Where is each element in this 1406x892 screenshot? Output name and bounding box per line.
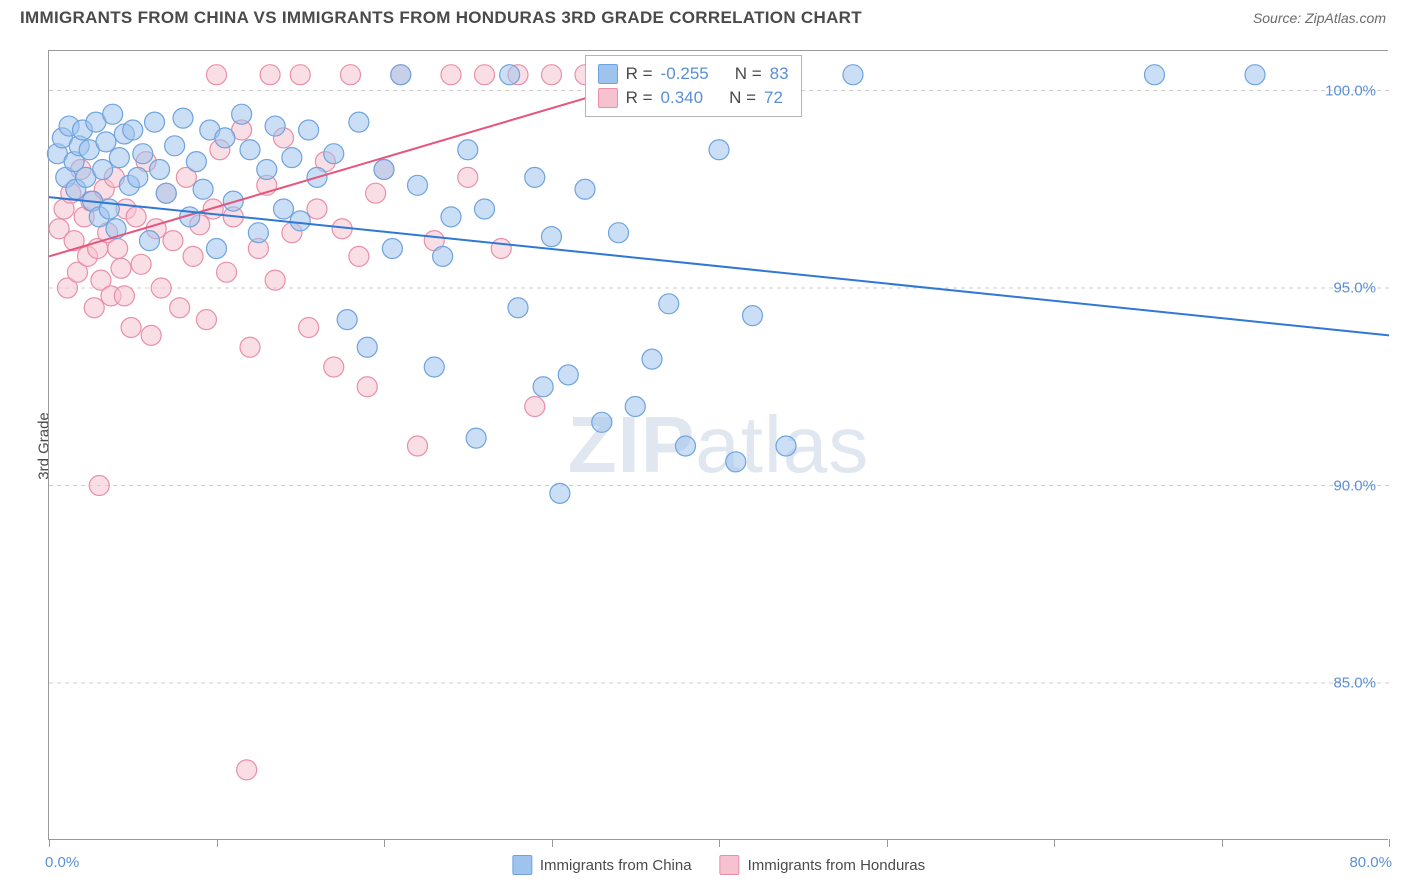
x-tick [1389, 839, 1390, 847]
r-value: -0.255 [661, 64, 709, 84]
n-label: N = [735, 64, 762, 84]
swatch-icon [598, 64, 618, 84]
x-tick [1222, 839, 1223, 847]
y-tick-label: 90.0% [1333, 477, 1376, 494]
y-tick-label: 95.0% [1333, 280, 1376, 297]
swatch-honduras [720, 855, 740, 875]
x-tick [1054, 839, 1055, 847]
legend-item-china: Immigrants from China [512, 855, 692, 875]
legend-label-china: Immigrants from China [540, 857, 692, 874]
y-tick-label: 100.0% [1325, 82, 1376, 99]
x-max-label: 80.0% [1349, 854, 1392, 871]
n-value: 83 [770, 64, 789, 84]
swatch-china [512, 855, 532, 875]
swatch-icon [598, 88, 618, 108]
legend-stat-row: R = -0.255 N = 83 [598, 62, 789, 86]
x-tick [49, 839, 50, 847]
correlation-legend-box: R =-0.255N =83R = 0.340N =72 [585, 55, 802, 117]
legend-item-honduras: Immigrants from Honduras [720, 855, 926, 875]
legend-stat-row: R = 0.340 N = 72 [598, 86, 789, 110]
x-tick [384, 839, 385, 847]
chart-header: IMMIGRANTS FROM CHINA VS IMMIGRANTS FROM… [0, 0, 1406, 32]
r-label: R = [626, 64, 653, 84]
x-min-label: 0.0% [45, 854, 79, 871]
chart-plot-area: ZIPatlas R =-0.255N =83R = 0.340N =72 85… [48, 50, 1388, 840]
x-tick [887, 839, 888, 847]
n-value: 72 [764, 88, 783, 108]
y-tick-label: 85.0% [1333, 675, 1376, 692]
chart-title: IMMIGRANTS FROM CHINA VS IMMIGRANTS FROM… [20, 8, 862, 28]
source-attribution: Source: ZipAtlas.com [1253, 10, 1386, 26]
x-tick [217, 839, 218, 847]
n-label: N = [729, 88, 756, 108]
legend-label-honduras: Immigrants from Honduras [748, 857, 926, 874]
r-value: 0.340 [661, 88, 704, 108]
series-legend: Immigrants from China Immigrants from Ho… [512, 855, 925, 875]
scatter-svg [49, 51, 1388, 839]
x-tick [552, 839, 553, 847]
r-label: R = [626, 88, 653, 108]
x-tick [719, 839, 720, 847]
